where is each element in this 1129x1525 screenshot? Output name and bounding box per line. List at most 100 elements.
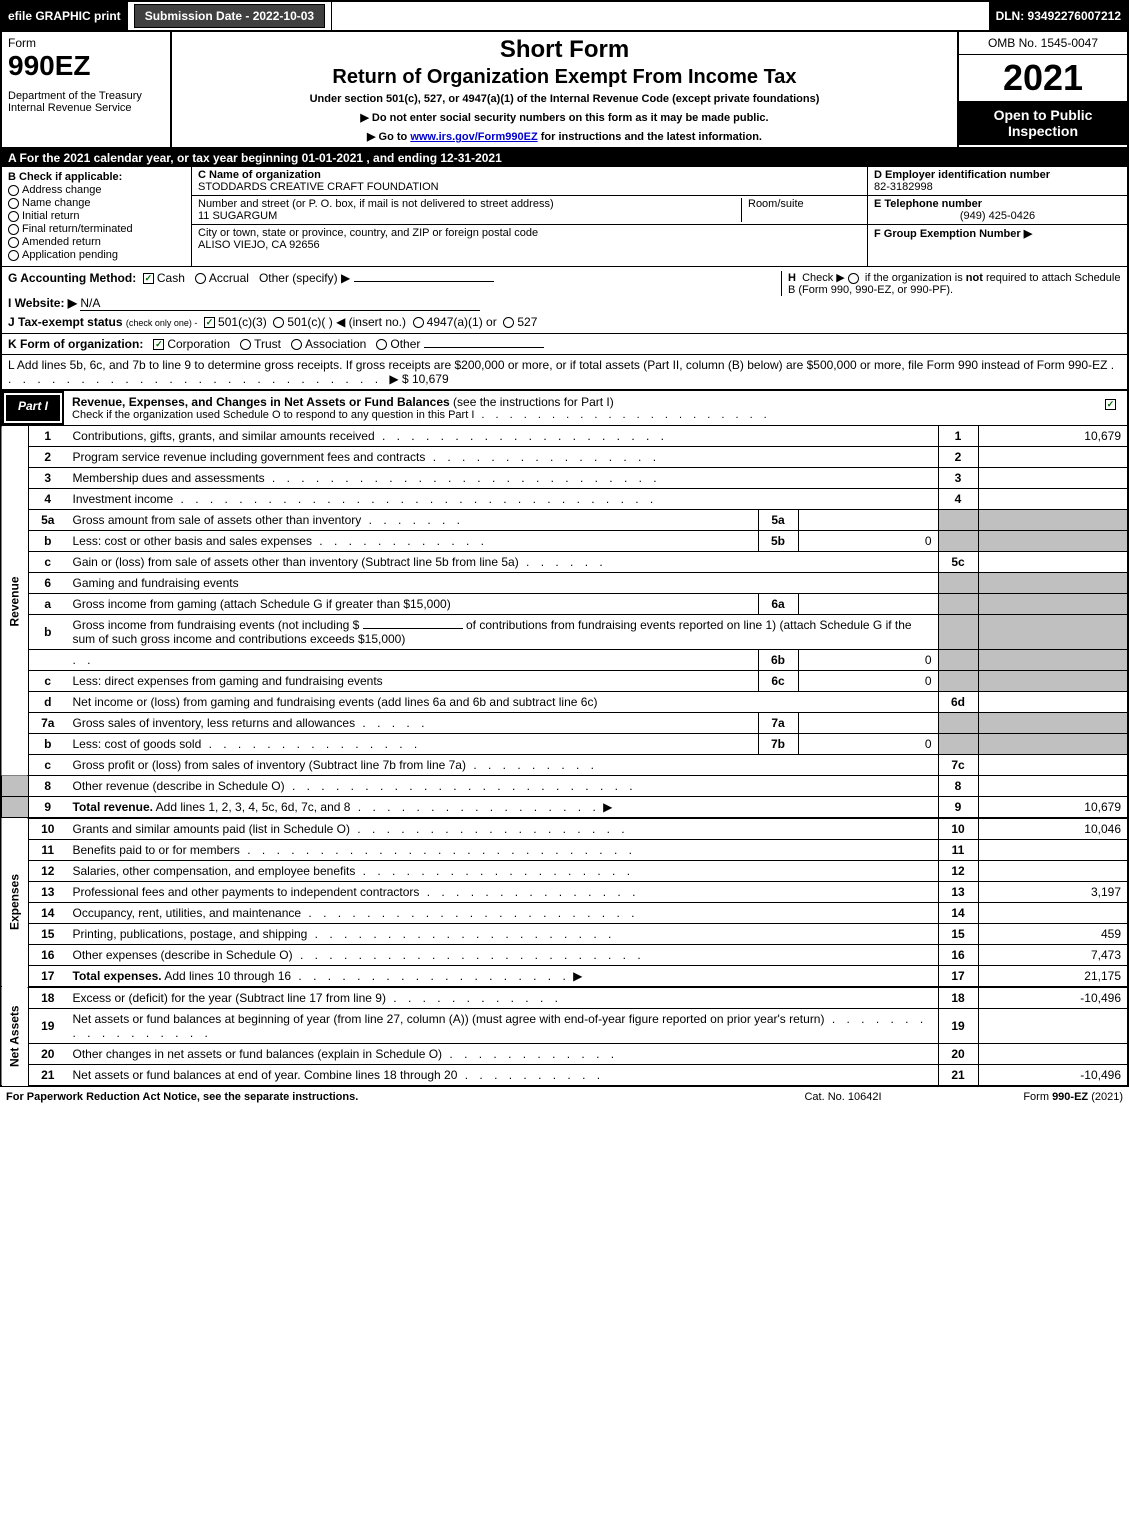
ln7b-subval: 0	[798, 734, 938, 755]
warn-goto: ▶ Go to www.irs.gov/Form990EZ for instru…	[178, 130, 951, 143]
ln3-val	[978, 468, 1128, 489]
check-final-return[interactable]	[8, 224, 19, 235]
ln21-boxnum: 21	[938, 1065, 978, 1087]
ln9-boxnum: 9	[938, 797, 978, 819]
ln17-val: 21,175	[978, 966, 1128, 988]
g-accrual-check[interactable]	[195, 273, 206, 284]
ln8-boxnum: 8	[938, 776, 978, 797]
section-bcdef: B Check if applicable: Address change Na…	[0, 167, 1129, 267]
h-checkbox[interactable]	[848, 273, 859, 284]
lbl-amended-return: Amended return	[22, 236, 101, 248]
k-corp-check[interactable]	[153, 339, 164, 350]
j-4947-check[interactable]	[413, 317, 424, 328]
ln15-boxnum: 15	[938, 924, 978, 945]
ln16-desc: Other expenses (describe in Schedule O)	[73, 948, 293, 962]
ln12-desc: Salaries, other compensation, and employ…	[73, 864, 356, 878]
omb-number: OMB No. 1545-0047	[959, 32, 1127, 55]
form-number: 990EZ	[8, 50, 164, 82]
check-name-change[interactable]	[8, 198, 19, 209]
part1-scho-check[interactable]	[1105, 399, 1116, 410]
ln19-boxnum: 19	[938, 1009, 978, 1044]
k-assoc-check[interactable]	[291, 339, 302, 350]
efile-label: efile GRAPHIC print	[2, 2, 128, 30]
ln15-desc: Printing, publications, postage, and shi…	[73, 927, 308, 941]
g-cash-lbl: Cash	[157, 271, 185, 285]
ln7a-subnum: 7a	[758, 713, 798, 734]
e-label: E Telephone number	[874, 198, 982, 210]
ln6d-val	[978, 692, 1128, 713]
ln7a-subval	[798, 713, 938, 734]
footer-left: For Paperwork Reduction Act Notice, see …	[6, 1091, 743, 1103]
section-def-right: D Employer identification number 82-3182…	[867, 167, 1127, 266]
page-footer: For Paperwork Reduction Act Notice, see …	[0, 1087, 1129, 1107]
submission-date-button[interactable]: Submission Date - 2022-10-03	[134, 4, 325, 28]
g-other-lbl: Other (specify) ▶	[259, 271, 350, 285]
g-box: G Accounting Method: Cash Accrual Other …	[8, 271, 494, 285]
ln18-boxnum: 18	[938, 987, 978, 1009]
ln12-boxnum: 12	[938, 861, 978, 882]
top-bar: efile GRAPHIC print Submission Date - 20…	[0, 0, 1129, 32]
ln6a-subnum: 6a	[758, 594, 798, 615]
department-label: Department of the Treasury Internal Reve…	[8, 90, 164, 114]
header-left: Form 990EZ Department of the Treasury In…	[2, 32, 172, 147]
lbl-initial-return: Initial return	[22, 210, 79, 222]
j-501c-lbl: 501(c)( ) ◀ (insert no.)	[287, 315, 406, 329]
ln21-desc: Net assets or fund balances at end of ye…	[73, 1068, 458, 1082]
lbl-address-change: Address change	[22, 184, 102, 196]
k-other-check[interactable]	[376, 339, 387, 350]
ln18-desc: Excess or (deficit) for the year (Subtra…	[73, 991, 386, 1005]
j-501c3-check[interactable]	[204, 317, 215, 328]
section-gh: H Check ▶ if the organization is not req…	[0, 267, 1129, 334]
org-name: STODDARDS CREATIVE CRAFT FOUNDATION	[198, 181, 439, 193]
irs-link[interactable]: www.irs.gov/Form990EZ	[410, 131, 537, 143]
addr-label: Number and street (or P. O. box, if mail…	[198, 198, 554, 210]
check-application-pending[interactable]	[8, 250, 19, 261]
line-k: K Form of organization: Corporation Trus…	[0, 334, 1129, 355]
open-to-public: Open to Public Inspection	[959, 101, 1127, 145]
k-trust-check[interactable]	[240, 339, 251, 350]
part1-table: Revenue 1 Contributions, gifts, grants, …	[0, 426, 1129, 1087]
ln6b-subnum: 6b	[758, 650, 798, 671]
check-address-change[interactable]	[8, 185, 19, 196]
check-initial-return[interactable]	[8, 211, 19, 222]
j-501c-check[interactable]	[273, 317, 284, 328]
k-corp-lbl: Corporation	[167, 337, 230, 351]
ein: 82-3182998	[874, 181, 933, 193]
footer-right: Form 990-EZ (2021)	[943, 1091, 1123, 1103]
ln13-boxnum: 13	[938, 882, 978, 903]
part1-bar: Part I Revenue, Expenses, and Changes in…	[0, 391, 1129, 426]
g-cash-check[interactable]	[143, 273, 154, 284]
submission-date-cell: Submission Date - 2022-10-03	[128, 2, 332, 30]
ln2-desc: Program service revenue including govern…	[73, 450, 426, 464]
ln4-val	[978, 489, 1128, 510]
website-value: N/A	[80, 296, 480, 311]
ln6c-subval: 0	[798, 671, 938, 692]
ln10-val: 10,046	[978, 818, 1128, 840]
ln14-val	[978, 903, 1128, 924]
ln1-num: 1	[29, 426, 67, 447]
i-label: I Website: ▶	[8, 296, 77, 310]
h-box: H Check ▶ if the organization is not req…	[781, 271, 1121, 296]
warn2-post: for instructions and the latest informat…	[538, 131, 762, 143]
ln18-val: -10,496	[978, 987, 1128, 1009]
k-assoc-lbl: Association	[305, 337, 366, 351]
footer-mid: Cat. No. 10642I	[743, 1091, 943, 1103]
ln7b-desc: Less: cost of goods sold	[73, 737, 202, 751]
ln11-desc: Benefits paid to or for members	[73, 843, 240, 857]
ln1-val: 10,679	[978, 426, 1128, 447]
ln20-boxnum: 20	[938, 1044, 978, 1065]
ln5b-desc: Less: cost or other basis and sales expe…	[73, 534, 312, 548]
k-other-line	[424, 347, 544, 348]
lbl-application-pending: Application pending	[22, 249, 118, 261]
warn2-pre: ▶ Go to	[367, 131, 410, 143]
line-a: A For the 2021 calendar year, or tax yea…	[0, 149, 1129, 167]
ln5b-subval: 0	[798, 531, 938, 552]
check-amended-return[interactable]	[8, 237, 19, 248]
side-netassets: Net Assets	[1, 987, 29, 1086]
ln4-desc: Investment income	[73, 492, 174, 506]
ln17-boxnum: 17	[938, 966, 978, 988]
j-527-check[interactable]	[503, 317, 514, 328]
ln11-val	[978, 840, 1128, 861]
ln16-boxnum: 16	[938, 945, 978, 966]
ln6-desc: Gaming and fundraising events	[73, 576, 239, 590]
